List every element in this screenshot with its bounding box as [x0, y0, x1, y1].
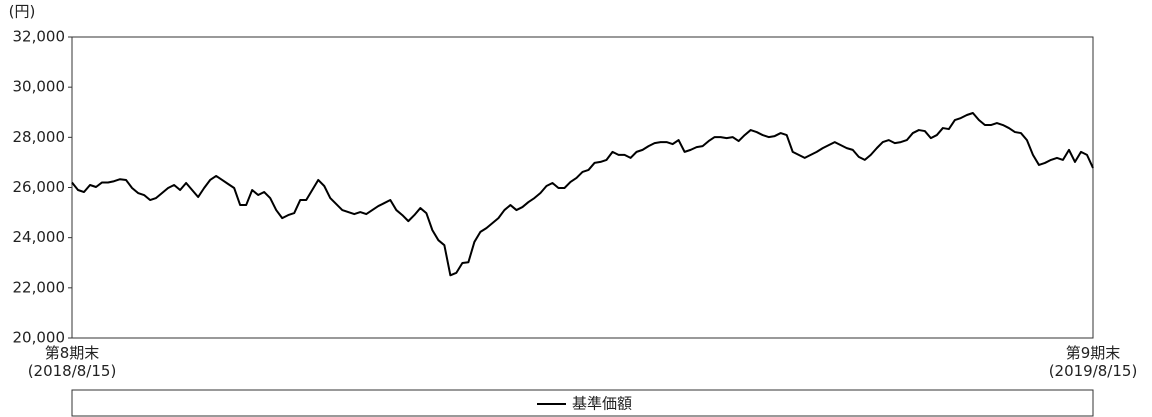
y-tick-label: 32,000 [13, 28, 66, 46]
y-tick-label: 30,000 [13, 78, 66, 96]
legend-label: 基準価額 [572, 395, 632, 413]
y-tick-label: 20,000 [13, 329, 66, 347]
y-unit: (円) [9, 3, 36, 21]
y-tick-label: 24,000 [13, 228, 66, 246]
x-tick-label: 第8期末 (2018/8/15) [27, 344, 117, 380]
legend-box [71, 389, 1094, 417]
plot-frame [71, 36, 1094, 339]
x-tick-label: 第9期末 (2019/8/15) [1048, 344, 1138, 380]
y-tick-label: 26,000 [13, 178, 66, 196]
y-tick-label: 22,000 [13, 278, 66, 296]
y-tick-label: 28,000 [13, 128, 66, 146]
series-line [71, 112, 1094, 277]
